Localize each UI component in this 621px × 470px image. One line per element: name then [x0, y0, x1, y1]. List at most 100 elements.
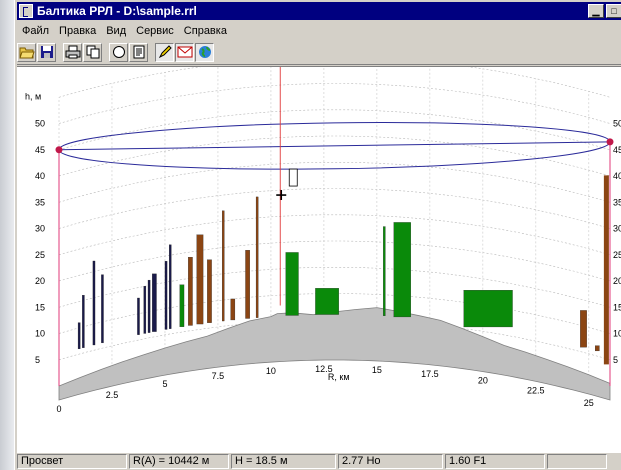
height-gridline — [58, 293, 611, 334]
top-gridline — [58, 56, 611, 98]
envelope-icon — [177, 46, 192, 58]
maximize-button[interactable]: □ — [606, 4, 621, 18]
antenna-a-point — [55, 146, 63, 154]
menu-file[interactable]: Файл — [22, 24, 50, 37]
circle-tool-button[interactable] — [109, 42, 128, 62]
x-tick-label: 12.5 — [315, 364, 333, 374]
building-obstacle — [207, 259, 212, 323]
app-window: Балтика РРЛ - D:\sample.rrl ▁ □ Файл Пра… — [14, 0, 621, 470]
height-gridline — [58, 319, 611, 361]
building-obstacle — [222, 210, 225, 322]
y-tick-label-right: 10 — [613, 329, 621, 339]
y-tick-label-left: 5 — [35, 355, 40, 365]
y-tick-label-right: 20 — [613, 276, 621, 286]
x-tick-label: 20 — [478, 376, 488, 386]
x-tick-label: 25 — [584, 398, 594, 408]
building-obstacle — [580, 310, 587, 348]
app-icon — [19, 4, 33, 18]
forest-obstacle — [463, 290, 513, 328]
height-gridline — [58, 214, 611, 256]
mast-obstacle — [92, 260, 96, 346]
y-tick-label-left: 10 — [35, 329, 45, 339]
globe-icon — [198, 46, 211, 58]
y-tick-label-left: 20 — [35, 276, 45, 286]
height-gridline — [58, 240, 611, 282]
print-button[interactable] — [63, 42, 82, 62]
antenna-b-point — [606, 138, 614, 146]
save-button[interactable] — [37, 42, 56, 62]
minimize-icon: ▁ — [592, 6, 600, 16]
circle-icon — [112, 46, 125, 58]
x-tick-label: 0 — [56, 404, 61, 414]
toolbar — [17, 40, 621, 65]
building-obstacle — [245, 250, 250, 319]
right-tower — [603, 175, 609, 365]
pencil-icon — [158, 45, 172, 59]
y-tick-label-left: 25 — [35, 250, 45, 260]
minimize-button[interactable]: ▁ — [588, 4, 604, 18]
status-bar: Просвет R(A) = 10442 м H = 18.5 м 2.77 H… — [17, 454, 621, 470]
pencil-tool-button[interactable] — [155, 42, 174, 62]
y-tick-label-right: 25 — [613, 250, 621, 260]
menu-help[interactable]: Справка — [183, 24, 227, 37]
menu-view[interactable]: Вид — [106, 24, 127, 37]
status-mode: Просвет — [17, 454, 127, 469]
y-tick-label-left: 35 — [35, 197, 45, 207]
globe-tool-button[interactable] — [195, 42, 214, 62]
y-tick-label-right: 50 — [613, 119, 621, 129]
height-gridline — [58, 109, 611, 151]
cursor-readout-box — [288, 168, 298, 187]
y-tick-label-right: 35 — [613, 197, 621, 207]
y-tick-label-right: 5 — [613, 355, 618, 365]
forest-obstacle — [315, 288, 339, 315]
move-cursor-icon — [276, 190, 287, 201]
y-tick-label-left: 15 — [35, 302, 45, 312]
title-bar[interactable]: Балтика РРЛ - D:\sample.rrl ▁ □ — [17, 2, 621, 20]
building-obstacle — [196, 234, 204, 325]
menu-service[interactable]: Сервис — [136, 24, 174, 37]
status-empty — [547, 454, 607, 469]
menu-edit[interactable]: Правка — [59, 24, 97, 37]
status-height: H = 18.5 м — [231, 454, 336, 469]
height-gridline — [58, 83, 611, 124]
mast-obstacle — [164, 261, 168, 330]
mast-obstacle — [152, 273, 157, 332]
y-tick-label-right: 30 — [613, 224, 621, 234]
y-tick-label-left: 50 — [35, 119, 45, 129]
x-tick-label: 22.5 — [527, 385, 545, 395]
y-tick-label-right: 45 — [613, 145, 621, 155]
desktop-background — [0, 0, 16, 470]
y-tick-label-right: 15 — [613, 302, 621, 312]
y-tick-label-right: 40 — [613, 171, 621, 181]
building-obstacle — [188, 257, 193, 326]
mast-obstacle — [137, 297, 140, 335]
mast-obstacle — [82, 295, 85, 348]
envelope-tool-button[interactable] — [175, 42, 194, 62]
x-tick-label: 2.5 — [106, 390, 119, 400]
line-of-sight — [58, 141, 611, 151]
mast-obstacle — [147, 279, 151, 333]
height-gridline — [58, 162, 611, 203]
open-folder-icon — [18, 47, 35, 59]
mast-obstacle — [143, 286, 147, 334]
mast-obstacle — [77, 322, 81, 350]
status-ho: 2.77 Ho — [338, 454, 443, 469]
height-gridline — [58, 267, 611, 308]
report-icon — [133, 45, 144, 59]
open-button[interactable] — [17, 42, 36, 62]
x-tick-label: 10 — [266, 366, 276, 376]
print-icon — [65, 45, 80, 59]
report-button[interactable] — [129, 42, 148, 62]
building-obstacle — [230, 298, 236, 321]
x-tick-label: 17.5 — [421, 369, 439, 379]
copy-button[interactable] — [83, 42, 102, 62]
profile-chart-area[interactable]: 5 5 10 10 15 15 20 20 25 25 30 30 35 35 40 40 45 45 50 50 h,… — [17, 56, 621, 453]
x-axis-label: R, км — [328, 372, 350, 382]
height-gridline — [58, 188, 611, 229]
mast-obstacle — [101, 274, 104, 344]
status-distance: R(A) = 10442 м — [129, 454, 229, 469]
window-title: Балтика РРЛ - D:\sample.rrl — [37, 4, 197, 18]
y-tick-label-left: 45 — [35, 145, 45, 155]
forest-obstacle — [393, 222, 411, 318]
